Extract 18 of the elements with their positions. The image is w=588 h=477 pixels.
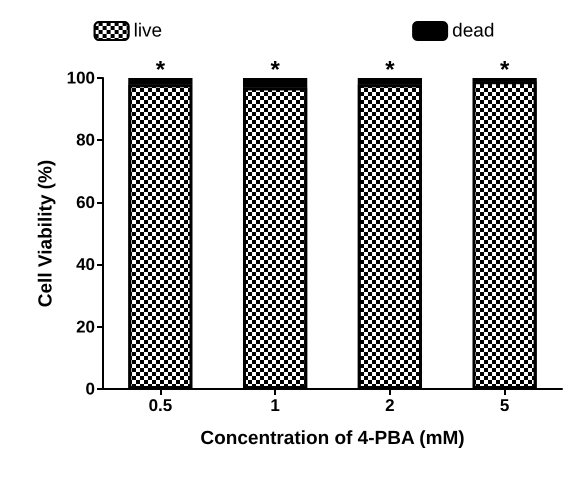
x-axis-title: Concentration of 4-PBA (mM) [200, 428, 465, 449]
y-tick-label: 20 [76, 317, 95, 336]
annotation: * [156, 56, 166, 84]
x-tick-label: 0.5 [148, 396, 172, 415]
y-tick-label: 80 [76, 130, 95, 150]
y-tick-label: 60 [76, 192, 95, 212]
y-axis-title: Cell Viability (%) [36, 160, 57, 308]
annotation: * [500, 56, 510, 84]
legend-label: dead [452, 20, 494, 42]
y-tick-label: 100 [66, 68, 95, 88]
legend-label: live [134, 20, 162, 42]
x-tick-label: 2 [385, 396, 395, 415]
x-tick-label: 5 [500, 396, 510, 415]
y-tick-label: 0 [86, 380, 95, 398]
y-tick-label: 40 [76, 255, 95, 274]
annotation: * [385, 56, 396, 84]
annotation: * [270, 56, 280, 84]
x-tick-label: 1 [270, 396, 280, 415]
